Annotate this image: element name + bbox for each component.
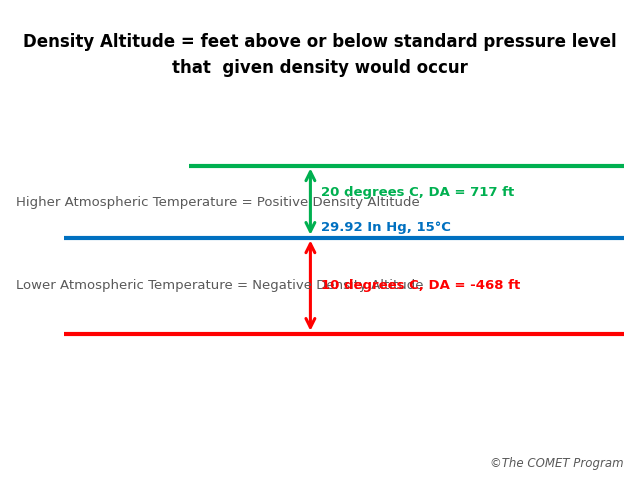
Text: ©The COMET Program: ©The COMET Program xyxy=(490,457,624,470)
Text: 20 degrees C, DA = 717 ft: 20 degrees C, DA = 717 ft xyxy=(321,186,515,200)
Text: Higher Atmospheric Temperature = Positive Density Altitude: Higher Atmospheric Temperature = Positiv… xyxy=(16,196,420,209)
Text: Density Altitude = feet above or below standard pressure level
that  given densi: Density Altitude = feet above or below s… xyxy=(23,33,617,77)
Text: 10 degrees C, DA = -468 ft: 10 degrees C, DA = -468 ft xyxy=(321,279,520,292)
Text: 29.92 In Hg, 15°C: 29.92 In Hg, 15°C xyxy=(321,221,451,235)
Text: Lower Atmospheric Temperature = Negative Density Altitude: Lower Atmospheric Temperature = Negative… xyxy=(16,279,424,292)
